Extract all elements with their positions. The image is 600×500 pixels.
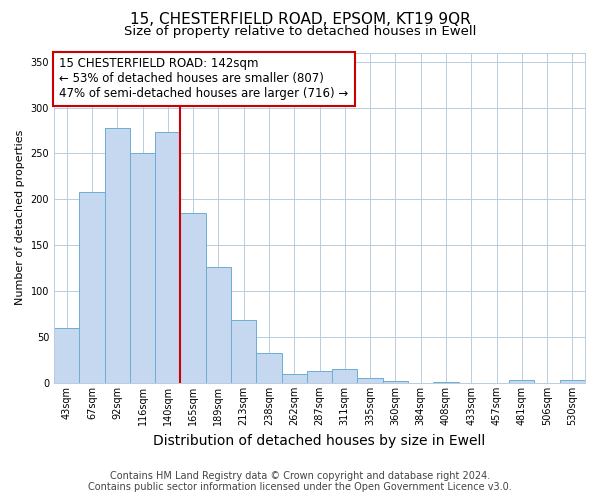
Text: Size of property relative to detached houses in Ewell: Size of property relative to detached ho… bbox=[124, 25, 476, 38]
Bar bbox=[433, 382, 458, 383]
Y-axis label: Number of detached properties: Number of detached properties bbox=[15, 130, 25, 306]
Bar bbox=[79, 192, 104, 383]
Bar bbox=[332, 369, 358, 383]
X-axis label: Distribution of detached houses by size in Ewell: Distribution of detached houses by size … bbox=[154, 434, 485, 448]
Bar bbox=[130, 152, 155, 383]
Bar bbox=[358, 378, 383, 383]
Bar bbox=[104, 128, 130, 383]
Text: 15, CHESTERFIELD ROAD, EPSOM, KT19 9QR: 15, CHESTERFIELD ROAD, EPSOM, KT19 9QR bbox=[130, 12, 470, 28]
Bar bbox=[206, 268, 231, 383]
Bar bbox=[155, 132, 181, 383]
Bar bbox=[54, 328, 79, 383]
Bar bbox=[231, 320, 256, 383]
Bar bbox=[560, 380, 585, 383]
Text: 15 CHESTERFIELD ROAD: 142sqm
← 53% of detached houses are smaller (807)
47% of s: 15 CHESTERFIELD ROAD: 142sqm ← 53% of de… bbox=[59, 58, 349, 100]
Bar bbox=[256, 352, 281, 383]
Text: Contains HM Land Registry data © Crown copyright and database right 2024.
Contai: Contains HM Land Registry data © Crown c… bbox=[88, 471, 512, 492]
Bar bbox=[307, 371, 332, 383]
Bar bbox=[509, 380, 535, 383]
Bar bbox=[281, 374, 307, 383]
Bar bbox=[181, 213, 206, 383]
Bar bbox=[383, 381, 408, 383]
